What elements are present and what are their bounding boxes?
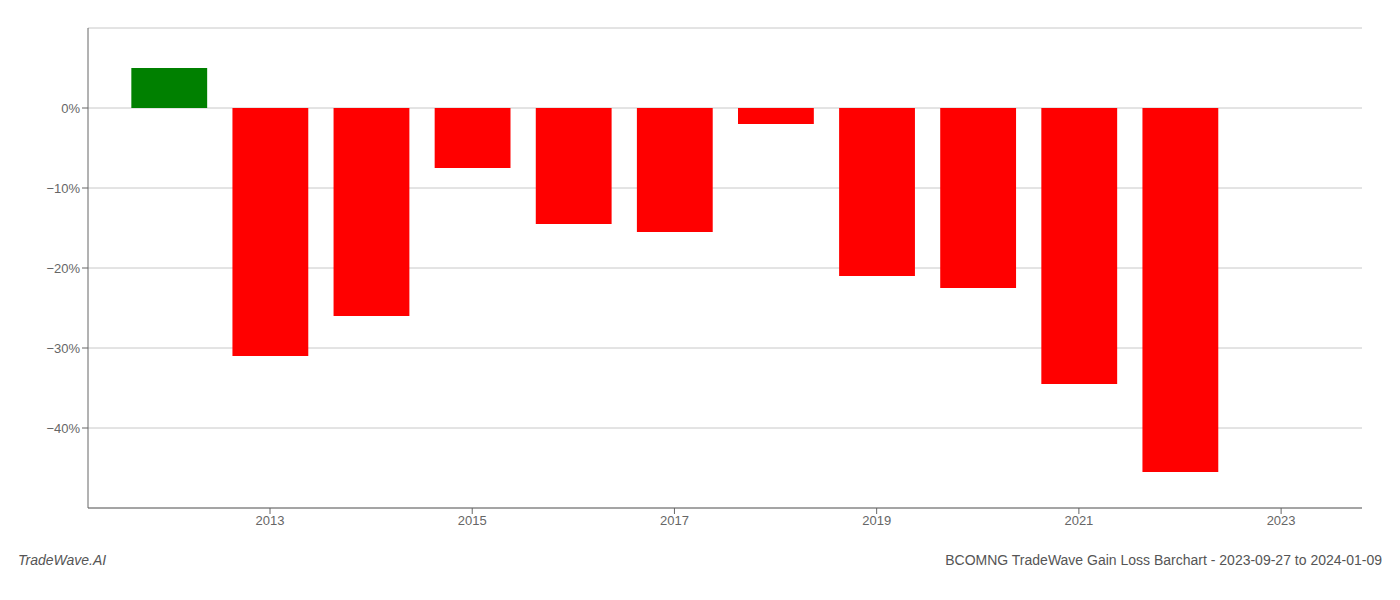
- svg-text:0%: 0%: [61, 101, 80, 116]
- svg-text:−20%: −20%: [46, 261, 80, 276]
- html-text:BCOMNG TradeWave Gain Loss Bar: BCOMNG TradeWave Gain Loss Barchart - 20…: [945, 552, 1382, 568]
- svg-text:−40%: −40%: [46, 421, 80, 436]
- svg-text:2017: 2017: [660, 513, 689, 528]
- svg-text:2015: 2015: [458, 513, 487, 528]
- html-text:TradeWave.AI: TradeWave.AI: [18, 552, 107, 568]
- svg-text:−10%: −10%: [46, 181, 80, 196]
- svg-text:2019: 2019: [862, 513, 891, 528]
- svg-text:2023: 2023: [1267, 513, 1296, 528]
- svg-text:2013: 2013: [256, 513, 285, 528]
- svg-text:2021: 2021: [1064, 513, 1093, 528]
- svg-text:−30%: −30%: [46, 341, 80, 356]
